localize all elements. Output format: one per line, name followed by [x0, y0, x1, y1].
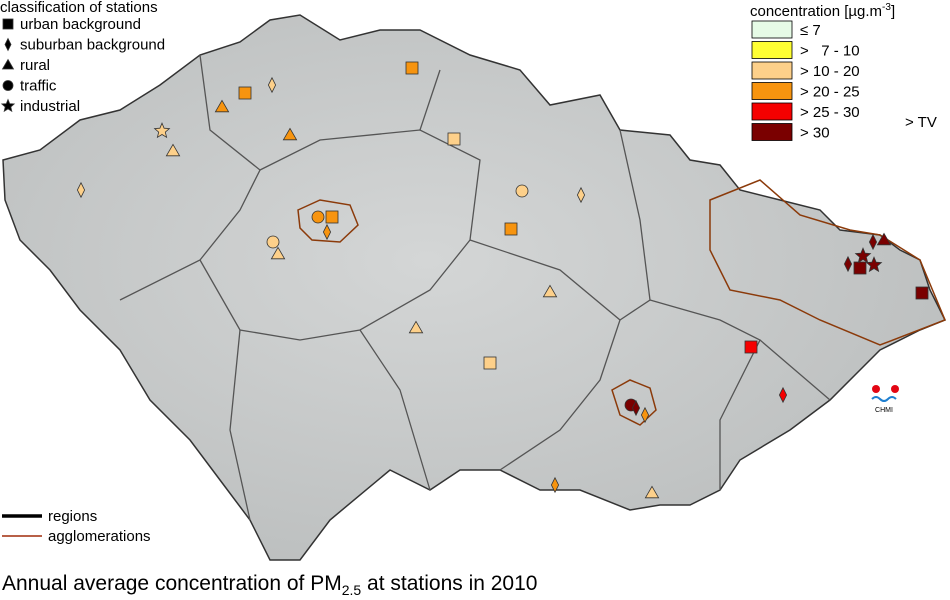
line-legend-label: regions [48, 508, 97, 525]
logo-text: CHMI [875, 407, 893, 414]
station [76, 181, 86, 199]
station [266, 235, 280, 249]
station [644, 485, 660, 499]
station [282, 127, 298, 141]
concentration-legend-title: concentration [µg.m-3] [750, 2, 895, 20]
station-legend-symbol [0, 98, 16, 113]
station-legend-symbol [2, 80, 14, 91]
station [868, 233, 878, 251]
station [214, 99, 230, 113]
station-legend-label: industrial [20, 98, 80, 115]
station-legend-label: traffic [20, 78, 57, 95]
station [270, 246, 286, 260]
class-swatch [751, 41, 793, 59]
stations [76, 61, 929, 499]
class-swatch [751, 123, 793, 141]
agglomerations [297, 179, 946, 426]
station [408, 320, 424, 334]
region-borders [119, 54, 831, 521]
limit-note: > TV [905, 114, 937, 131]
station [744, 340, 758, 354]
station [447, 132, 461, 146]
class-swatch [751, 82, 793, 100]
class-swatch [751, 61, 793, 80]
station [153, 122, 171, 139]
station [631, 399, 641, 417]
station [238, 86, 252, 100]
caption: Annual average concentration of PM2.5 at… [2, 572, 537, 598]
class-label: ≤ 7 [800, 22, 821, 39]
station [483, 356, 497, 370]
station-legend-symbol [4, 37, 12, 52]
station [854, 247, 872, 264]
station [778, 386, 788, 404]
station [640, 406, 650, 424]
class-swatch [751, 102, 793, 121]
station [322, 223, 332, 241]
station-legend-title: classification of stations [0, 0, 158, 16]
station [515, 184, 529, 198]
station [504, 222, 518, 236]
class-label: > 30 [800, 125, 830, 142]
station [876, 232, 892, 246]
station [865, 256, 883, 273]
class-label: > 25 - 30 [800, 104, 860, 121]
station-legend-symbol [2, 18, 14, 30]
class-swatch [751, 20, 793, 39]
logo: CHMI [871, 385, 899, 414]
station [843, 255, 853, 273]
station [267, 76, 277, 94]
class-label: > 10 - 20 [800, 63, 860, 80]
station [853, 261, 867, 275]
station [165, 143, 181, 157]
line-legend-label: agglomerations [48, 528, 151, 545]
station [405, 61, 419, 75]
concentration-legend: ≤ 7 > 7 - 10 > 10 - 20 > 20 - 25 > 25 - 30 > … [751, 20, 860, 142]
station [311, 210, 325, 224]
class-label: > 20 - 25 [800, 84, 860, 101]
station [325, 210, 339, 224]
station-legend-label: rural [20, 57, 50, 74]
station-legend-label: urban background [20, 16, 141, 33]
station-legend-symbol [1, 58, 15, 70]
station-legend-label: suburban background [20, 37, 165, 54]
station [915, 286, 929, 300]
station [542, 284, 558, 298]
class-label: > 7 - 10 [800, 43, 860, 60]
station [550, 476, 560, 494]
station-legend: urban background suburban background rural… [0, 16, 165, 115]
station [576, 186, 586, 204]
